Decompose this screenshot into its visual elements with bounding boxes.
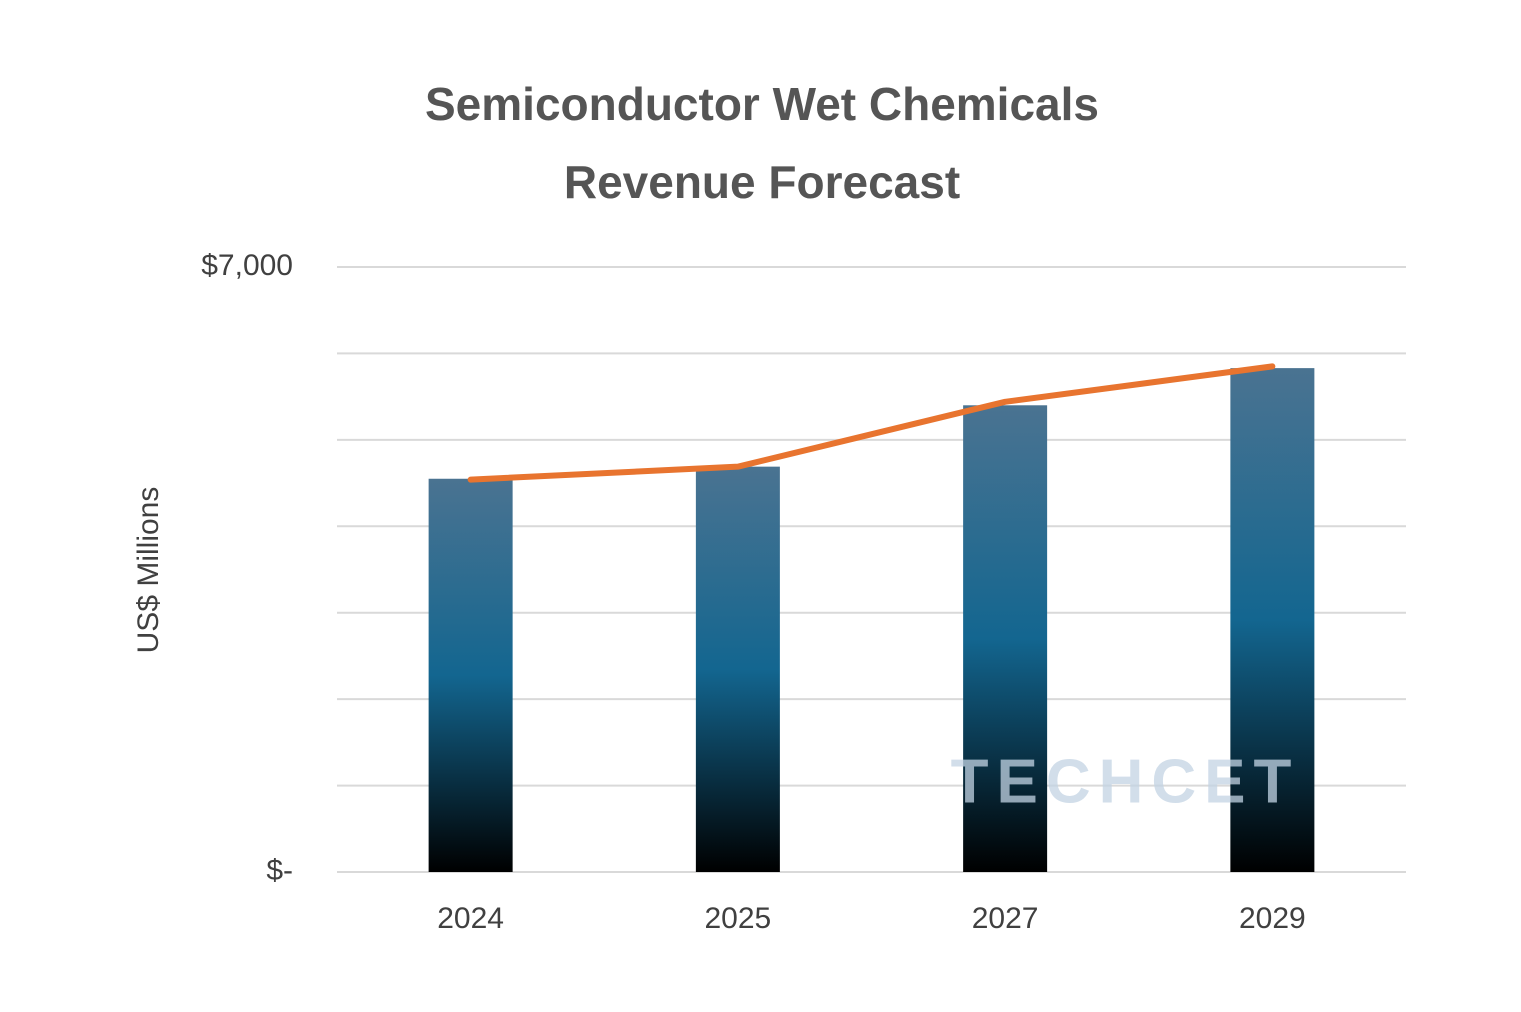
x-tick-label: 2024: [437, 902, 504, 935]
bar: [1230, 368, 1315, 872]
x-tick-label: 2027: [972, 902, 1039, 935]
lines: [467, 363, 1276, 483]
bars: [428, 368, 1315, 872]
x-tick-label: 2025: [705, 902, 772, 935]
chart-title: Semiconductor Wet Chemicals: [425, 78, 1099, 130]
bar: [428, 478, 513, 872]
watermark: TECHCET: [951, 747, 1300, 816]
bar: [695, 466, 780, 872]
y-axis-label: US$ Millions: [132, 487, 165, 654]
bar: [963, 405, 1048, 872]
y-tick-label: $-: [266, 854, 293, 887]
line: [467, 363, 1276, 483]
x-tick-label: 2029: [1239, 902, 1306, 935]
chart-title: Revenue Forecast: [564, 156, 960, 208]
y-tick-label: $7,000: [201, 249, 293, 282]
grid: [337, 266, 1406, 873]
